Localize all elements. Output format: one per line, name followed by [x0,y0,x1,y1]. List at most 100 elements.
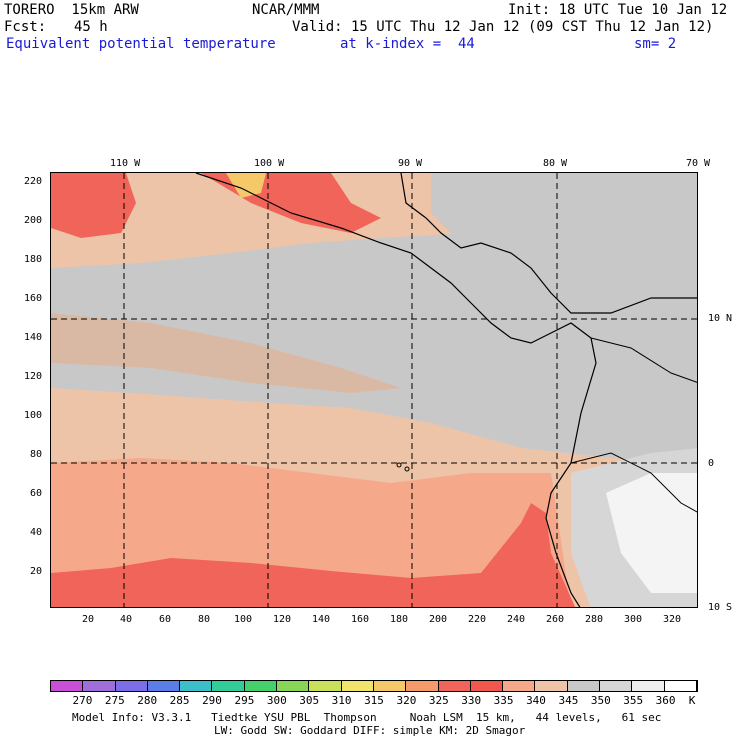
smoothing-info: sm= 2 [634,36,677,52]
x-tick-60: 60 [159,614,172,625]
y-tick-180: 180 [24,254,43,265]
coastline-pacific [195,173,597,607]
x-tick-80: 80 [198,614,211,625]
colorbar-swatch [341,681,374,691]
colorbar-label: 345 [558,694,579,707]
colorbar-label: 290 [202,694,222,707]
colorbar-label: 280 [137,694,158,707]
colorbar-label: 335 [493,694,514,707]
border-colombia-venezuela [590,337,697,383]
x-tick-280: 280 [585,614,604,625]
colorbar-swatch [147,681,181,691]
x-tick-140: 140 [312,614,331,625]
field-335-south [51,503,576,607]
y-tick-120: 120 [24,371,43,382]
init-time: Init: 18 UTC Tue 10 Jan 12 [508,2,728,18]
x-tick-40: 40 [120,614,133,625]
center-name: NCAR/MMM [252,2,320,18]
field-350-caribbean [431,173,697,323]
field-name: Equivalent potential temperature [6,36,276,52]
colorbar-label: 340 [526,694,546,707]
y-tick-40: 40 [30,527,43,538]
colorbar-swatch [309,681,342,691]
theta-e-map [51,173,697,607]
model-name: TORERO 15km ARW [4,2,139,18]
x-tick-220: 220 [468,614,487,625]
colorbar-label: 320 [396,694,417,707]
colorbar-swatch [51,681,84,691]
x-tick-120: 120 [273,614,292,625]
level-info: at k-index = 44 [340,36,475,52]
y-tick-220: 220 [24,176,43,187]
colorbar-label: 310 [331,694,352,707]
map-panel [50,172,698,608]
y-tick-60: 60 [30,488,43,499]
colorbar-swatch [632,681,665,691]
colorbar-swatch [277,681,310,691]
colorbar-label: 350 [590,694,611,707]
x-tick-160: 160 [351,614,370,625]
lat-label-10s: 10 S [708,602,733,613]
colorbar-label: 360 [655,694,676,707]
field-345-band [51,313,401,393]
valid-time: Valid: 15 UTC Thu 12 Jan 12 (09 CST Thu … [292,19,714,35]
y-tick-100: 100 [24,410,43,421]
x-tick-260: 260 [546,614,565,625]
colorbar [50,680,698,692]
colorbar-label: 275 [104,694,125,707]
x-tick-300: 300 [624,614,643,625]
colorbar-swatch [406,681,439,691]
colorbar-swatch [438,681,471,691]
lon-label-110w: 110 W [110,158,141,169]
colorbar-label: 305 [299,694,320,707]
y-tick-20: 20 [30,566,43,577]
lon-label-100w: 100 W [254,158,285,169]
forecast-hours: 45 h [74,19,108,35]
colorbar-label: 285 [169,694,190,707]
colorbar-swatch [567,681,601,691]
colorbar-label: 355 [623,694,644,707]
colorbar-swatch [180,681,213,691]
colorbar-label: 325 [428,694,449,707]
x-tick-180: 180 [390,614,409,625]
colorbar-label: 270 [72,694,93,707]
field-360-andes [606,473,697,593]
colorbar-unit: K [688,694,696,707]
galapagos-island [396,462,402,468]
colorbar-swatch [503,681,536,691]
colorbar-swatch [83,681,116,691]
y-tick-160: 160 [24,293,43,304]
colorbar-swatch [600,681,633,691]
y-tick-140: 140 [24,332,43,343]
galapagos-island [404,466,410,472]
field-320-mexico [226,173,266,198]
border-peru [570,452,697,513]
lon-label-80w: 80 W [543,158,568,169]
graticule [51,173,697,607]
coastline-caribbean [400,173,697,314]
colorbar-swatch [373,681,407,691]
colorbar-label: 330 [461,694,482,707]
colorbar-label: 300 [266,694,287,707]
field-335-northwest [51,173,136,238]
lat-label-0: 0 [708,458,715,469]
y-tick-80: 80 [30,449,43,460]
lon-label-90w: 90 W [398,158,423,169]
colorbar-swatch [535,681,568,691]
forecast-label: Fcst: [4,19,47,35]
x-tick-100: 100 [234,614,253,625]
colorbar-label: 315 [364,694,384,707]
lon-label-70w: 70 W [686,158,711,169]
y-tick-200: 200 [24,215,43,226]
colorbar-swatch [244,681,278,691]
colorbar-swatch [470,681,504,691]
model-info-line2: LW: Godd SW: Goddard DIFF: simple KM: 2D… [214,724,526,737]
x-tick-20: 20 [82,614,95,625]
colorbar-label: 295 [234,694,255,707]
colorbar-swatch [212,681,245,691]
model-info-line1: Model Info: V3.3.1 Tiedtke YSU PBL Thomp… [72,711,662,724]
x-tick-200: 200 [429,614,448,625]
colorbar-swatch [664,681,697,691]
colorbar-swatch [115,681,148,691]
x-tick-240: 240 [507,614,526,625]
